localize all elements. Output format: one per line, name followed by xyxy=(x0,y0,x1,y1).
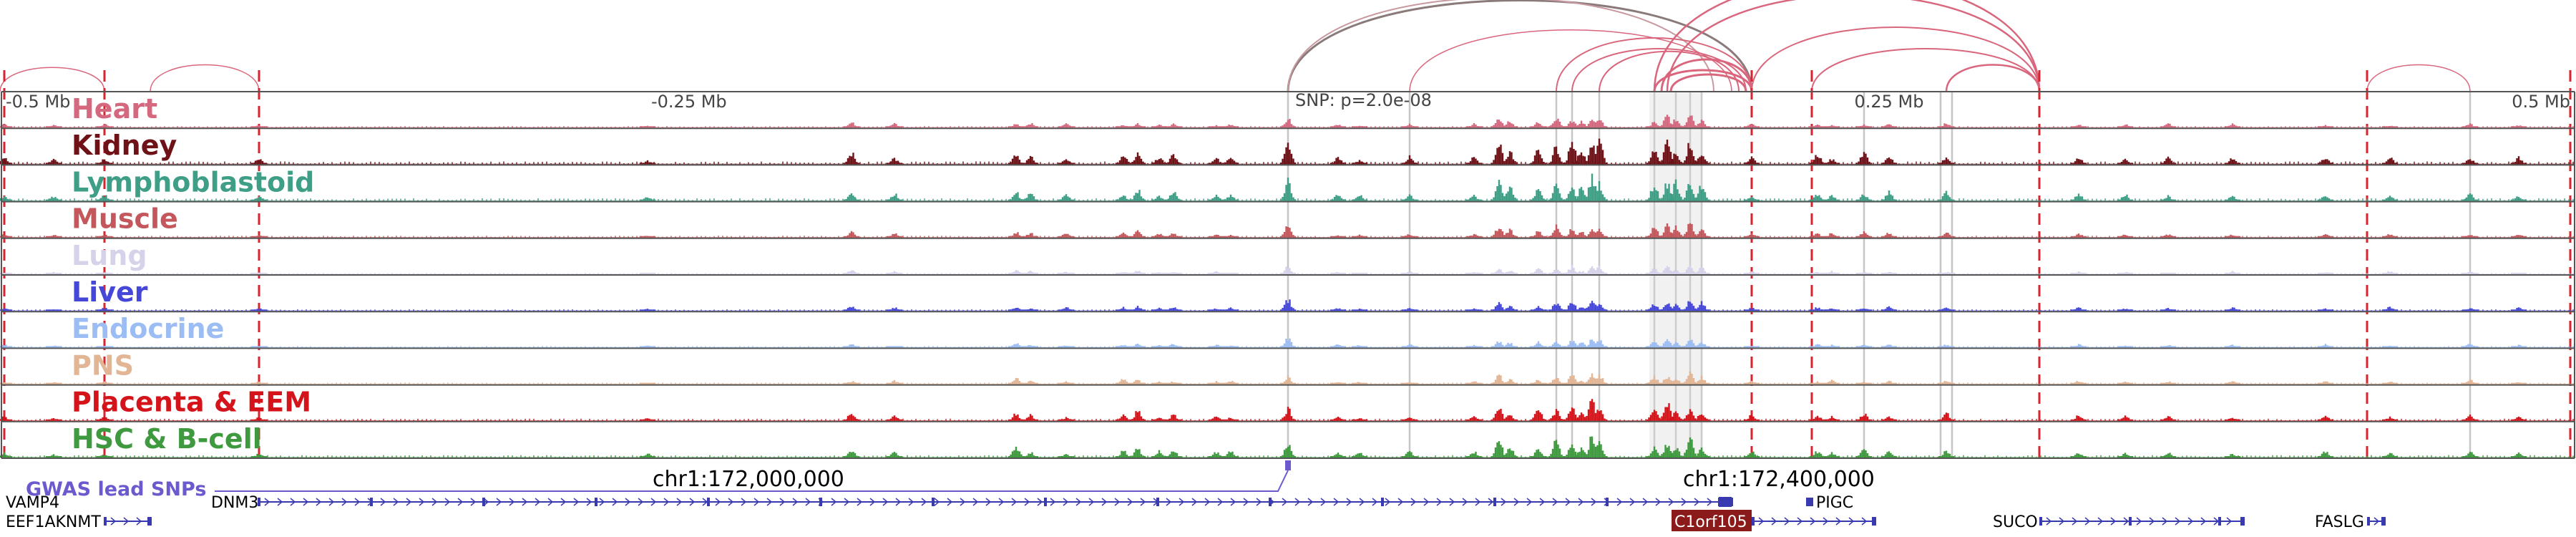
coordinate-axis: -0.5 Mb -0.25 Mb SNP: p=2.0e-08 0.25 Mb … xyxy=(6,90,2570,112)
chromatin-loop-arc xyxy=(150,64,260,92)
gene-models: VAMP4 DNM3 PIGC EEF1AKNMT C1orf105 SUCO FASLG xyxy=(6,460,2386,531)
strand-chevrons xyxy=(1758,517,1868,526)
track-label: Lung xyxy=(72,240,147,271)
exon xyxy=(1752,517,1755,526)
exon xyxy=(370,498,373,506)
exon xyxy=(1806,498,1813,506)
gene-dnm3[interactable]: DNM3 xyxy=(211,494,1733,512)
gene-annotation-panel: GWAS lead SNPs chr1:172,000,000 chr1:172… xyxy=(6,460,2386,531)
exon xyxy=(1606,498,1609,506)
chromatin-loop-arc xyxy=(1287,0,1753,92)
coord-label-chr1-172000000: chr1:172,000,000 xyxy=(653,467,844,492)
gene-label: PIGC xyxy=(1816,494,1853,512)
gene-label: SUCO xyxy=(1993,513,2038,531)
strand-chevrons xyxy=(110,517,142,526)
exon xyxy=(2039,517,2042,526)
strand-chevrons xyxy=(264,498,1726,506)
gene-label: VAMP4 xyxy=(6,494,59,512)
exon xyxy=(2381,517,2386,526)
gene-c1orf105[interactable]: C1orf105 xyxy=(1672,510,1876,531)
gwas-snp-marker[interactable] xyxy=(1285,460,1291,470)
signal-tracks xyxy=(0,91,2575,459)
signal-peaks xyxy=(0,265,2527,274)
chromatin-loop-arc xyxy=(1945,64,2041,92)
exon xyxy=(1493,498,1496,506)
chromatin-loop-arc xyxy=(1660,58,1753,92)
signal-peaks xyxy=(0,371,2527,384)
chromatin-loop-arcs xyxy=(0,0,2471,92)
track-pns xyxy=(0,347,2575,385)
exon xyxy=(2240,517,2245,526)
exon xyxy=(707,498,710,506)
coord-mark-minus-0-25: -0.25 Mb xyxy=(651,92,727,112)
chromatin-loop-arc xyxy=(1751,26,2040,92)
exon xyxy=(2367,517,2370,526)
gwas-snp-connector xyxy=(215,470,1289,492)
snp-pvalue-label: SNP: p=2.0e-08 xyxy=(1295,90,1432,110)
exon xyxy=(2218,517,2221,526)
signal-peaks xyxy=(0,138,2527,165)
gene-pigc[interactable]: PIGC xyxy=(1806,494,1853,512)
track-label: Muscle xyxy=(72,203,178,235)
exon xyxy=(258,498,260,506)
chromatin-loop-arc xyxy=(1287,0,1714,92)
exon xyxy=(932,498,935,506)
exon xyxy=(104,517,107,526)
track-label: Kidney xyxy=(72,130,177,161)
track-label: HSC & B-cell xyxy=(72,423,262,455)
signal-peaks xyxy=(0,399,2527,421)
gene-label: C1orf105 xyxy=(1674,513,1747,531)
exon xyxy=(1719,497,1732,507)
gene-label: EEF1AKNMT xyxy=(6,513,101,531)
signal-peaks xyxy=(0,173,2527,201)
chromatin-loop-arc xyxy=(1556,37,1752,92)
exon xyxy=(2129,517,2132,526)
chromatin-loop-arc xyxy=(2366,64,2471,92)
coord-mark-minus-0-5: -0.5 Mb xyxy=(6,92,70,112)
exon xyxy=(1381,498,1384,506)
chromatin-loop-arc xyxy=(1666,0,2041,92)
track-label: Heart xyxy=(72,93,157,125)
exon xyxy=(1872,517,1876,526)
strand-chevrons xyxy=(2373,517,2380,526)
exon xyxy=(1044,498,1047,506)
chromatin-loop-arc xyxy=(1653,69,1753,92)
gene-vamp4[interactable]: VAMP4 xyxy=(6,494,59,512)
exon xyxy=(1269,498,1272,506)
gene-label: FASLG xyxy=(2315,513,2364,531)
coord-mark-plus-0-5: 0.5 Mb xyxy=(2512,92,2570,112)
track-label: PNS xyxy=(72,349,134,381)
coord-label-chr1-172400000: chr1:172,400,000 xyxy=(1683,467,1875,492)
exon xyxy=(147,517,152,526)
chromatin-loop-arc xyxy=(1811,48,2040,92)
highlighted-gene-box xyxy=(1672,510,1752,531)
coord-mark-plus-0-25: 0.25 Mb xyxy=(1854,92,1923,112)
signal-peaks xyxy=(0,115,2527,128)
chromatin-loop-arc xyxy=(0,67,105,92)
signal-peaks xyxy=(0,299,2527,311)
track-label: Endocrine xyxy=(72,313,224,344)
exon xyxy=(595,498,597,506)
gene-eef1aknmt[interactable]: EEF1AKNMT xyxy=(6,513,152,531)
exon xyxy=(1156,498,1159,506)
gene-suco[interactable]: SUCO xyxy=(1993,513,2245,531)
track-label: Placenta & EEM xyxy=(72,387,311,418)
chromatin-loop-arc xyxy=(1653,0,2041,92)
gene-faslg[interactable]: FASLG xyxy=(2315,513,2386,531)
exon xyxy=(819,498,822,506)
signal-peaks xyxy=(0,436,2527,458)
track-label: Lymphoblastoid xyxy=(72,166,314,198)
signal-peaks xyxy=(0,223,2527,238)
track-label: Liver xyxy=(72,276,148,308)
exon xyxy=(482,498,485,506)
signal-peaks xyxy=(0,338,2527,348)
chromatin-loop-arc xyxy=(1669,73,1747,92)
chromatin-loop-arc xyxy=(1571,48,1747,92)
chromatin-loop-arc xyxy=(1409,29,1732,92)
track-labels: Heart Kidney Lymphoblastoid Muscle Lung Liver… xyxy=(72,93,314,455)
gene-label: DNM3 xyxy=(211,494,258,512)
gwas-track-label: GWAS lead SNPs xyxy=(26,478,206,500)
